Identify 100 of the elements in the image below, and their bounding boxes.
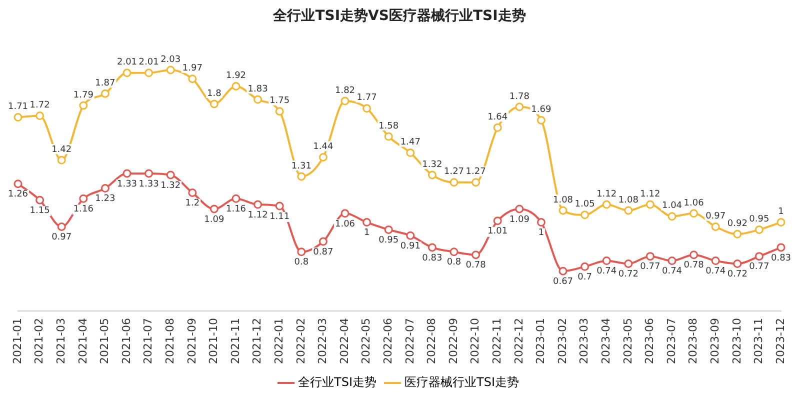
point <box>144 68 154 78</box>
legend-label: 医疗器械行业TSI走势 <box>404 375 519 390</box>
point <box>580 262 590 271</box>
x-tick-label: 2023-03 <box>578 318 591 364</box>
point <box>754 252 764 261</box>
point <box>100 184 110 193</box>
data-label: 0.87 <box>313 247 334 258</box>
point <box>515 204 524 214</box>
x-tick-label: 2023-04 <box>599 318 612 364</box>
data-label: 1.82 <box>334 86 356 96</box>
point <box>275 202 284 210</box>
point <box>406 231 415 240</box>
data-label: 1.27 <box>466 167 486 178</box>
point <box>188 188 197 197</box>
data-label: 1.04 <box>662 201 682 212</box>
data-label: 1.31 <box>291 161 312 172</box>
data-label: 0.83 <box>770 253 792 264</box>
x-tick-label: 2021-11 <box>228 318 242 364</box>
point <box>733 230 742 238</box>
data-label: 1.08 <box>618 195 639 206</box>
data-label: 1.33 <box>138 179 159 190</box>
x-tick-label: 2022-06 <box>381 318 394 364</box>
x-tick-label: 2023-01 <box>534 318 548 364</box>
x-tick-label: 2021-07 <box>142 318 155 364</box>
point <box>340 209 350 218</box>
data-label: 0.97 <box>706 212 726 222</box>
point <box>384 132 393 141</box>
x-tick-label: 2021-08 <box>163 318 176 364</box>
data-label: 0.92 <box>727 218 748 229</box>
point <box>624 206 633 215</box>
data-label: 1.58 <box>378 121 399 132</box>
data-label: 1.64 <box>488 112 508 122</box>
x-tick-label: 2022-09 <box>446 318 460 364</box>
data-label: 1.16 <box>73 204 94 214</box>
data-label: 1.27 <box>444 167 464 178</box>
data-label: 0.95 <box>749 214 770 225</box>
point <box>733 259 742 268</box>
point <box>690 250 698 260</box>
point <box>57 156 66 164</box>
x-tick-label: 2021-02 <box>32 318 46 364</box>
x-tick-label: 2022-04 <box>338 318 351 364</box>
x-tick-label: 2022-01 <box>272 318 286 364</box>
x-tick-label: 2023-02 <box>556 318 569 364</box>
data-label: 1.16 <box>226 204 246 214</box>
x-tick-label: 2021-04 <box>76 318 90 364</box>
point <box>493 216 502 226</box>
legend-label: 全行业TSI走势 <box>298 375 377 390</box>
data-label: 1.11 <box>270 212 290 222</box>
data-label: 0.97 <box>52 232 72 243</box>
point <box>122 68 132 78</box>
data-label: 0.74 <box>596 266 617 277</box>
data-label: 1.06 <box>334 219 356 230</box>
data-label: 1.01 <box>488 226 508 237</box>
data-label: 0.72 <box>618 270 638 280</box>
data-label: 1.77 <box>356 93 377 104</box>
point <box>36 112 44 120</box>
data-label: 0.77 <box>749 262 770 272</box>
x-tick-label: 2023-11 <box>752 318 766 364</box>
point <box>232 82 240 90</box>
point <box>384 225 393 234</box>
x-tick-label: 2021-03 <box>54 318 68 364</box>
point <box>558 266 568 276</box>
data-label: 2.03 <box>160 54 181 65</box>
point <box>450 178 458 187</box>
x-tick-label: 2023-07 <box>664 318 678 364</box>
x-tick-label: 2023-08 <box>686 318 700 364</box>
data-label: 2.01 <box>116 58 138 68</box>
x-tick-label: 2021-01 <box>10 318 24 364</box>
x-tick-label: 2023-09 <box>708 318 722 364</box>
data-label: 1.26 <box>8 190 28 200</box>
data-label: 1.83 <box>248 84 268 94</box>
point <box>144 169 154 178</box>
point <box>776 218 786 227</box>
point <box>100 89 110 98</box>
data-label: 1 <box>364 228 370 238</box>
data-label: 2.01 <box>138 58 159 68</box>
point <box>754 225 764 234</box>
point <box>166 66 175 74</box>
point <box>558 206 568 215</box>
point <box>122 169 132 178</box>
point <box>624 259 633 268</box>
data-label: 1.69 <box>531 105 552 116</box>
point <box>297 172 306 181</box>
data-label: 0.78 <box>466 260 486 271</box>
data-label: 1.97 <box>182 64 202 74</box>
point <box>254 95 262 104</box>
point <box>536 116 546 124</box>
x-tick-label: 2021-12 <box>250 318 264 364</box>
point <box>428 243 436 252</box>
data-label: 1.08 <box>552 195 574 206</box>
data-label: 0.7 <box>578 272 592 283</box>
data-label: 0.74 <box>706 266 726 277</box>
data-label: 1.06 <box>684 198 704 208</box>
x-tick-label: 2022-05 <box>360 318 373 364</box>
point <box>14 113 22 122</box>
point <box>254 200 262 209</box>
point <box>210 100 218 108</box>
data-label: 1.92 <box>226 71 246 82</box>
x-tick-label: 2021-10 <box>207 318 220 364</box>
data-label: 1.87 <box>95 78 116 88</box>
